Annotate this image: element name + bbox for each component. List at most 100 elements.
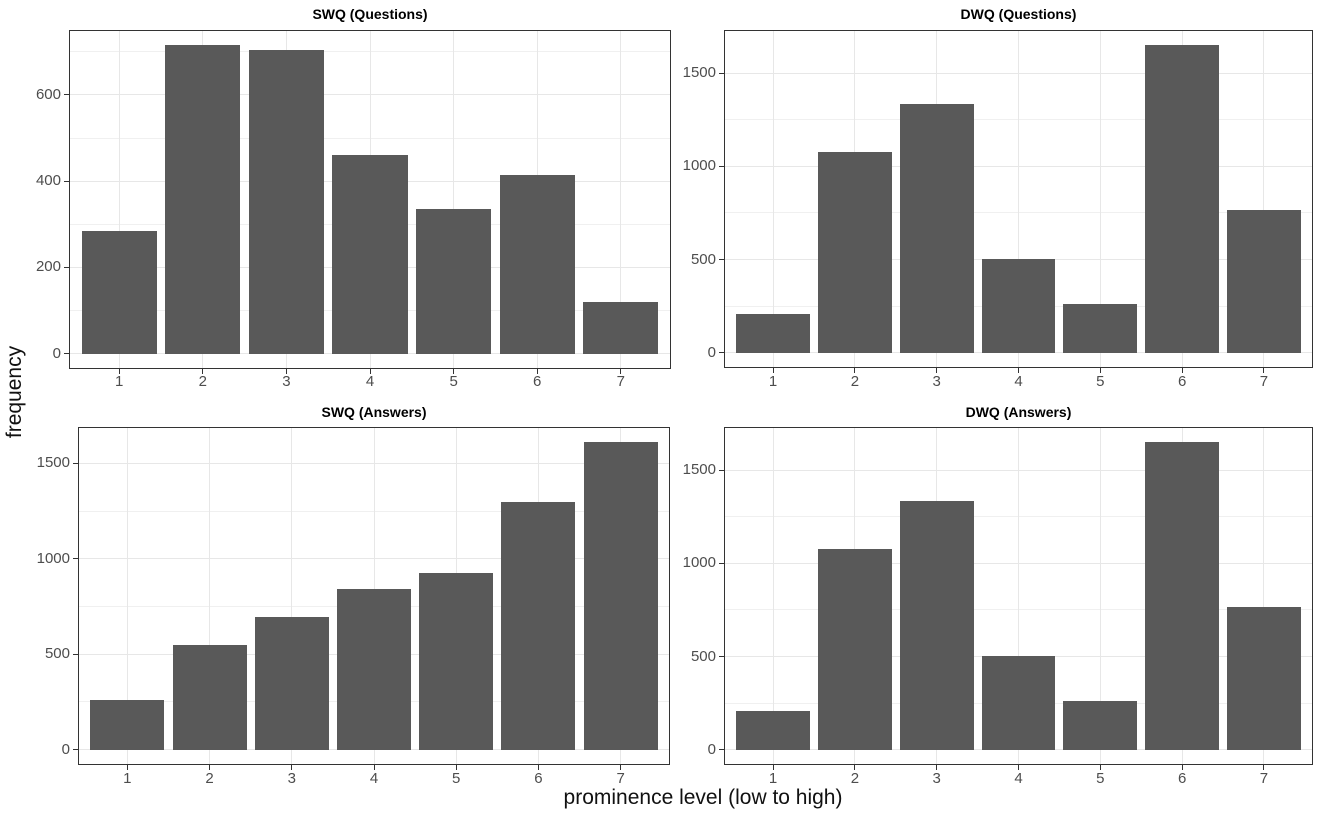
bar-dwq-questions-1 [736,314,810,353]
y-tick-label: 0 [707,343,716,361]
y-tick-mark [719,656,724,658]
y-tick-mark [719,562,724,564]
x-tick-mark [285,369,287,374]
gridline-vertical [772,427,774,765]
x-tick-mark [1263,368,1265,373]
y-tick-label: 1500 [36,454,70,472]
panel-title-swq-questions: SWQ (Questions) [312,6,428,22]
x-tick-mark [1181,368,1183,373]
x-tick-mark [772,765,774,770]
y-tick-label: 1500 [682,64,716,82]
x-tick-mark [1181,765,1183,770]
y-tick-label: 500 [690,250,716,268]
bar-swq-answers-1 [90,700,165,750]
gridline-vertical [1018,427,1019,765]
bar-dwq-answers-2 [818,548,892,750]
gridline-vertical [209,427,211,765]
x-tick-mark [455,765,457,770]
x-tick-mark [126,765,128,770]
x-tick-mark [373,765,375,770]
bar-dwq-questions-7 [1227,210,1301,353]
y-tick-mark [73,653,78,655]
x-tick-label-4: 4 [365,373,375,390]
y-tick-mark [64,353,69,355]
x-tick-label-7: 7 [1259,373,1269,390]
y-tick-mark [64,180,69,182]
bar-dwq-answers-6 [1145,442,1219,750]
bar-dwq-answers-7 [1227,607,1301,750]
x-tick-mark [1018,368,1019,373]
y-tick-label: 400 [35,172,61,190]
x-tick-label-1: 1 [768,373,778,390]
y-tick-label: 500 [690,647,716,665]
y-tick-mark [73,749,78,751]
y-tick-mark [719,165,724,167]
x-tick-mark [620,369,622,374]
x-tick-mark [536,369,538,374]
bar-swq-answers-7 [583,442,658,750]
gridline-vertical [126,427,128,765]
y-tick-label: 500 [44,645,70,663]
x-tick-mark [772,368,774,373]
bar-swq-questions-2 [165,45,241,354]
x-tick-label-3: 3 [287,770,296,787]
x-tick-label-5: 5 [1096,770,1105,787]
x-tick-label-6: 6 [533,373,542,390]
bar-dwq-questions-5 [1063,304,1138,353]
gridline-vertical [453,30,455,369]
bar-dwq-questions-4 [981,258,1056,353]
bar-swq-answers-6 [501,501,576,750]
y-tick-label: 200 [35,258,61,276]
bar-swq-answers-5 [419,573,494,750]
y-tick-mark [719,72,724,74]
y-tick-label: 1000 [36,549,70,567]
bar-dwq-answers-3 [899,501,974,750]
gridline-vertical [1263,427,1265,765]
x-tick-mark [453,369,455,374]
bar-swq-answers-3 [254,616,329,750]
y-tick-mark [64,266,69,268]
x-tick-label-4: 4 [1014,373,1023,390]
x-tick-label-2: 2 [850,770,860,787]
x-tick-label-1: 1 [768,770,778,787]
x-tick-mark [118,369,120,374]
x-tick-mark [1099,368,1101,373]
y-tick-mark [73,558,78,560]
x-tick-label-1: 1 [114,373,124,390]
x-tick-label-2: 2 [205,770,214,787]
x-tick-mark [854,368,856,373]
x-tick-label-5: 5 [449,373,458,390]
x-tick-label-7: 7 [1259,770,1269,787]
y-tick-label: 1500 [682,461,716,479]
x-axis-label: prominence level (low to high) [563,786,843,809]
y-tick-label: 1000 [682,554,716,572]
x-tick-mark [854,765,856,770]
y-tick-mark [719,749,724,751]
bar-swq-questions-4 [332,155,408,354]
gridline-vertical [291,427,293,765]
x-tick-label-7: 7 [616,373,625,390]
gridline-vertical [620,30,622,369]
x-tick-mark [936,368,938,373]
x-tick-mark [537,765,539,770]
x-tick-label-6: 6 [1177,373,1187,390]
y-tick-label: 1000 [682,157,716,175]
panel-title-dwq-answers: DWQ (Answers) [965,404,1072,420]
bar-swq-questions-7 [583,301,659,354]
gridline-vertical [772,30,774,368]
gridline-vertical [1099,30,1101,368]
x-tick-label-5: 5 [1096,373,1105,390]
y-tick-label: 0 [61,740,70,758]
x-tick-mark [202,369,204,374]
y-tick-label: 600 [35,85,61,103]
x-tick-mark [1263,765,1265,770]
x-tick-label-1: 1 [123,770,132,787]
panel-title-dwq-questions: DWQ (Questions) [960,6,1077,22]
bar-swq-questions-6 [499,174,575,354]
y-tick-mark [73,462,78,464]
x-tick-label-6: 6 [1177,770,1187,787]
panel-title-swq-answers: SWQ (Answers) [321,404,427,420]
gridline-vertical [1099,427,1101,765]
bar-dwq-answers-1 [736,711,810,750]
x-tick-label-5: 5 [452,770,461,787]
